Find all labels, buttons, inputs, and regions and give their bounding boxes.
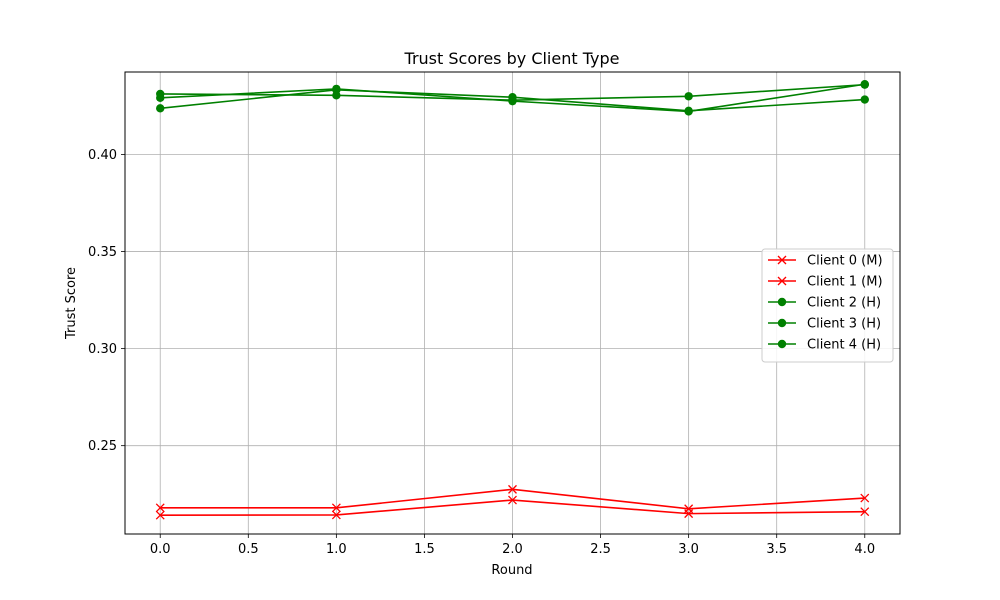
data-point: [684, 509, 694, 519]
x-tick-label: 0.5: [238, 542, 259, 557]
legend-marker: [777, 297, 787, 307]
legend-label: Client 1 (M): [807, 275, 883, 290]
legend-item: Client 3 (H): [768, 317, 881, 332]
y-tick-label: 0.30: [88, 342, 117, 357]
data-point: [508, 484, 517, 494]
legend-label: Client 0 (M): [807, 254, 883, 269]
data-point: [331, 503, 341, 513]
y-tick-label: 0.40: [88, 148, 117, 163]
data-point: [860, 493, 870, 503]
data-point: [684, 107, 693, 116]
series-4: [156, 80, 869, 116]
legend-label: Client 2 (H): [807, 296, 881, 311]
y-axis-ticks: 0.25 0.30 0.35 0.40: [88, 148, 125, 454]
x-tick-label: 4.0: [854, 542, 875, 557]
x-tick-label: 3.0: [678, 542, 699, 557]
x-tick-label: 1.5: [414, 542, 435, 557]
legend-marker: [777, 255, 787, 265]
x-tick-label: 2.0: [502, 542, 523, 557]
x-axis-ticks: 0.0 0.5 1.0 1.5 2.0 2.5 3.0 3.5 4.0: [150, 534, 875, 557]
data-point: [860, 507, 870, 517]
data-point: [332, 84, 341, 94]
data-point: [860, 95, 869, 104]
legend-label: Client 4 (H): [807, 338, 881, 353]
series-1: [155, 495, 870, 520]
x-tick-label: 3.5: [766, 542, 787, 557]
data-point: [331, 510, 341, 520]
series-group: [155, 80, 870, 520]
data-point: [508, 96, 517, 106]
legend-marker: [777, 339, 787, 349]
x-tick-label: 1.0: [326, 542, 347, 557]
legend-label: Client 3 (H): [807, 317, 881, 332]
legend-marker: [777, 318, 787, 328]
legend-item: Client 0 (M): [768, 254, 883, 269]
y-tick-label: 0.25: [88, 439, 117, 454]
series-0: [155, 484, 870, 514]
y-tick-label: 0.35: [88, 245, 117, 260]
data-point: [155, 503, 165, 513]
data-point: [156, 93, 165, 103]
data-point: [508, 495, 517, 505]
legend-item: Client 2 (H): [768, 296, 881, 311]
x-axis-label: Round: [491, 563, 532, 578]
legend-marker: [777, 276, 787, 286]
legend-box: [761, 248, 894, 363]
x-tick-label: 2.5: [590, 542, 611, 557]
data-point: [684, 92, 693, 101]
data-point: [156, 104, 165, 113]
legend-item: Client 1 (M): [768, 275, 883, 290]
data-point: [860, 80, 869, 89]
legend-item: Client 4 (H): [768, 338, 881, 353]
legend: Client 0 (M) Client 1 (M) Client 2 (H) Clie…: [761, 248, 894, 363]
chart-title: Trust Scores by Client Type: [404, 49, 620, 68]
data-point: [155, 510, 165, 520]
y-axis-label: Trust Score: [64, 267, 79, 340]
grid-lines: [125, 72, 900, 534]
x-tick-label: 0.0: [150, 542, 171, 557]
